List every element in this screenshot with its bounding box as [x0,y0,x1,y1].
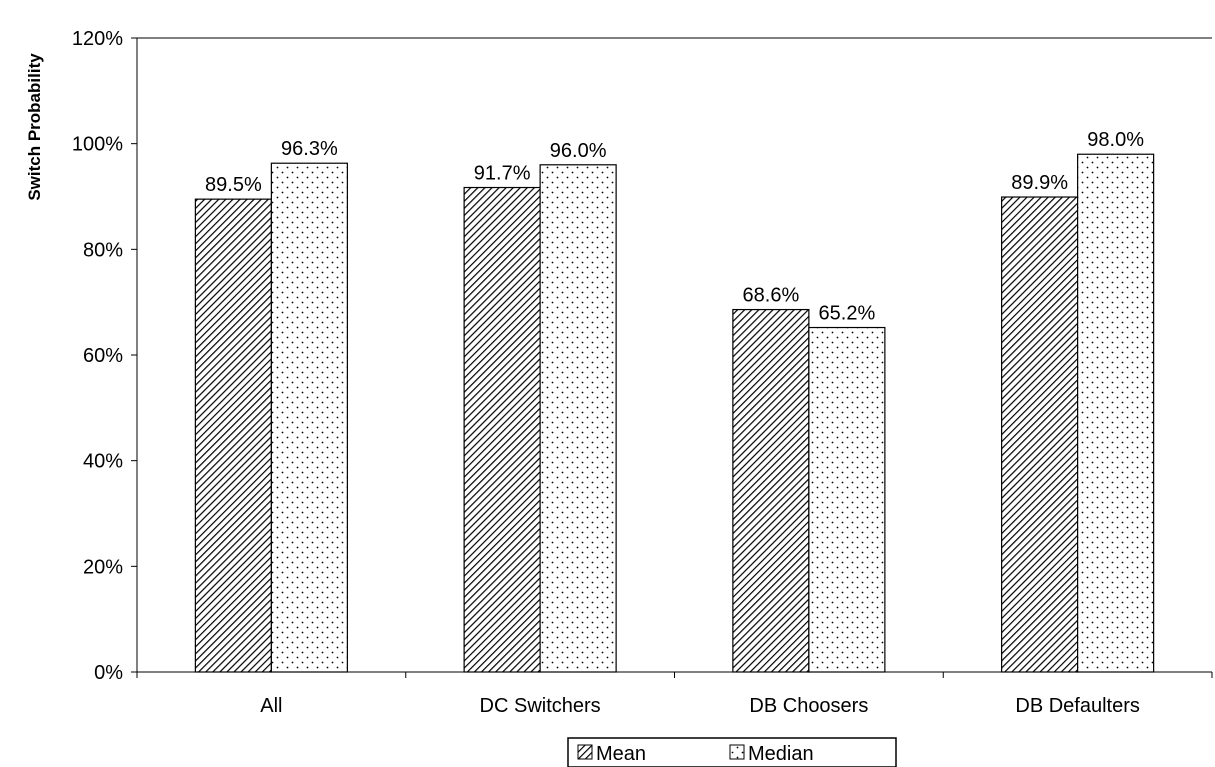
bar-median [270,162,348,673]
x-axis: All DC Switchers DB Choosers DB Defaulters [136,671,1213,717]
legend-swatch-median [729,744,745,760]
y-tick-label: 20% [83,556,123,578]
bar-mean [194,198,272,673]
data-label-median: 98.0% [1087,129,1144,151]
data-label-mean: 91.7% [474,163,531,185]
y-tick-label: 40% [83,451,123,473]
y-tick-label: 100% [72,134,123,156]
data-label-mean: 68.6% [743,285,800,307]
y-tick-label: 120% [72,28,123,50]
data-label-mean: 89.9% [1011,172,1068,194]
data-labels-group: 89.5% 96.3% 91.7% 96.0% 68.6% 65.2% 89.9% 98.0% [205,129,1144,324]
bar-mean [463,186,541,673]
legend-label-mean: Mean [596,743,646,765]
data-label-median: 65.2% [819,303,876,325]
y-tick-label: 0% [94,662,123,684]
y-tick-label: 80% [83,239,123,261]
y-axis: 0% 20% 40% 60% 80% 100% 120% [72,28,1212,684]
bar-median [1077,153,1155,673]
legend-label-median: Median [748,743,814,765]
bar-median [539,164,617,673]
bar-median [808,326,886,673]
bar-mean [1001,196,1079,673]
legend-swatch-mean [577,744,593,760]
legend-box [567,737,897,767]
x-tick-label: DC Switchers [480,695,601,717]
data-label-mean: 89.5% [205,174,262,196]
bars-group [194,153,1155,673]
x-tick-label: DB Choosers [749,695,868,717]
bar-mean [732,308,810,673]
y-axis-title: Switch Probability [25,53,44,201]
data-label-median: 96.3% [281,138,338,160]
legend: Mean Median [567,737,897,767]
data-label-median: 96.0% [550,140,607,162]
x-tick-label: DB Defaulters [1015,695,1140,717]
y-tick-label: 60% [83,345,123,367]
x-tick-label: All [260,695,282,717]
